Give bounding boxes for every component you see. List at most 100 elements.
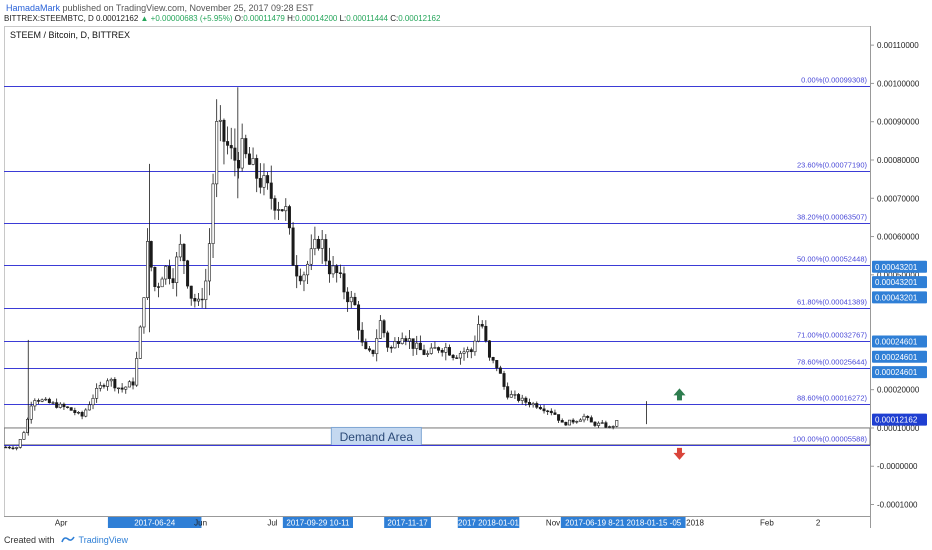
candle-body	[469, 349, 473, 353]
candle-body	[142, 297, 146, 328]
candle-body	[386, 332, 390, 348]
chart-area[interactable]: STEEM / Bitcoin, D, BITTREX Demand Area 0.…	[4, 26, 930, 529]
candle-body	[302, 274, 306, 282]
candle-body	[193, 298, 197, 302]
candle-body	[495, 360, 499, 369]
candle-body	[91, 398, 95, 406]
last-price: 0.00012162	[96, 14, 139, 23]
candle-body	[484, 325, 488, 342]
candle-body	[215, 121, 219, 185]
fib-label: 50.00%(0.00052448)	[797, 255, 868, 264]
candle-body	[73, 410, 77, 414]
candle-body	[197, 298, 201, 302]
candle-body	[342, 273, 346, 293]
candle-body	[149, 241, 153, 268]
candle-body	[415, 342, 419, 349]
candle-body	[44, 398, 48, 401]
candle-body	[491, 357, 495, 361]
candle-body	[517, 394, 521, 401]
candle-body	[498, 367, 502, 374]
candle-body	[382, 320, 386, 334]
candle-body	[11, 447, 15, 449]
date-range-highlight	[457, 517, 520, 528]
date-range-highlight	[282, 517, 353, 528]
price-badge-label: 0.00024601	[875, 353, 918, 362]
candle-body	[487, 340, 491, 358]
x-tick-label: Apr	[55, 519, 68, 528]
candle-body	[106, 380, 110, 387]
candle-body	[433, 347, 437, 349]
candle-body	[109, 378, 113, 382]
fib-label: 38.20%(0.00063507)	[797, 213, 868, 222]
price-badge-label: 0.00043201	[875, 293, 918, 302]
candle-body	[207, 243, 211, 282]
author-link[interactable]: HamadaMark	[6, 3, 61, 13]
candle-body	[102, 385, 106, 387]
fib-label: 0.00%(0.00099308)	[801, 76, 867, 85]
symbol-header: BITTREX:STEEMBTC, D 0.00012162 ▲ +0.0000…	[4, 14, 440, 23]
price-badge	[872, 276, 927, 289]
demand-area-label: Demand Area	[340, 430, 414, 444]
candle-body	[564, 421, 568, 426]
candle-body	[440, 349, 444, 353]
tradingview-logo-icon	[60, 535, 75, 546]
price-badge-label: 0.00024601	[875, 337, 918, 346]
candle-body	[58, 403, 62, 408]
candle-body	[604, 422, 608, 428]
candle-body	[167, 266, 171, 279]
candle-body	[575, 421, 579, 423]
candle-body	[135, 358, 139, 386]
close-label: C:	[390, 14, 399, 23]
candle-body	[138, 326, 142, 359]
candle-body	[477, 324, 481, 342]
open-label: O:	[234, 14, 244, 23]
candle-body	[364, 341, 368, 350]
candle-body	[553, 412, 557, 415]
tradingview-brand[interactable]: TradingView	[78, 535, 129, 545]
candle-body	[331, 265, 335, 275]
candle-body	[131, 381, 135, 386]
candle-body	[357, 304, 361, 331]
candle-body	[437, 347, 441, 351]
candle-body	[295, 265, 299, 277]
y-tick-label: -0.0001000	[877, 501, 918, 510]
x-tick-label: Nov	[546, 519, 560, 528]
candle-body	[567, 419, 571, 426]
candle-body	[447, 347, 451, 356]
candle-body	[175, 256, 179, 284]
candles-group	[4, 87, 647, 451]
footer: Created with TradingView	[4, 532, 128, 548]
candle-body	[29, 405, 33, 420]
candle-body	[80, 412, 84, 417]
candle-body	[422, 349, 426, 355]
candle-body	[600, 422, 604, 424]
down-arrow-icon	[673, 447, 686, 460]
price-badge-label: 0.00012162	[875, 416, 918, 425]
chart-title: STEEM / Bitcoin, D, BITTREX	[10, 30, 130, 40]
candle-body	[444, 347, 448, 353]
y-tick-label: 0.00070000	[877, 194, 920, 203]
candle-body	[531, 403, 535, 406]
candle-body	[186, 260, 190, 287]
date-range-highlight	[560, 517, 686, 528]
candle-body	[407, 338, 411, 342]
price-badge	[872, 291, 927, 304]
candle-body	[160, 278, 164, 288]
candle-body	[546, 410, 550, 412]
candle-body	[378, 320, 382, 339]
date-range-label: 2017-06-24	[134, 519, 175, 528]
candle-body	[426, 353, 430, 355]
candle-body	[462, 351, 466, 354]
fib-label: 23.60%(0.00077190)	[797, 161, 868, 170]
plot-frame	[4, 26, 871, 517]
candle-body	[240, 138, 244, 169]
fib-label: 71.00%(0.00032767)	[797, 331, 868, 340]
y-tick-label: 0.00110000	[877, 41, 919, 50]
candle-body	[4, 446, 8, 449]
candle-body	[524, 397, 528, 403]
candle-body	[389, 347, 393, 349]
candle-body	[535, 403, 539, 408]
fib-label: 100.00%(0.00005588)	[793, 435, 868, 444]
candle-body	[571, 419, 575, 423]
candle-body	[178, 243, 182, 258]
